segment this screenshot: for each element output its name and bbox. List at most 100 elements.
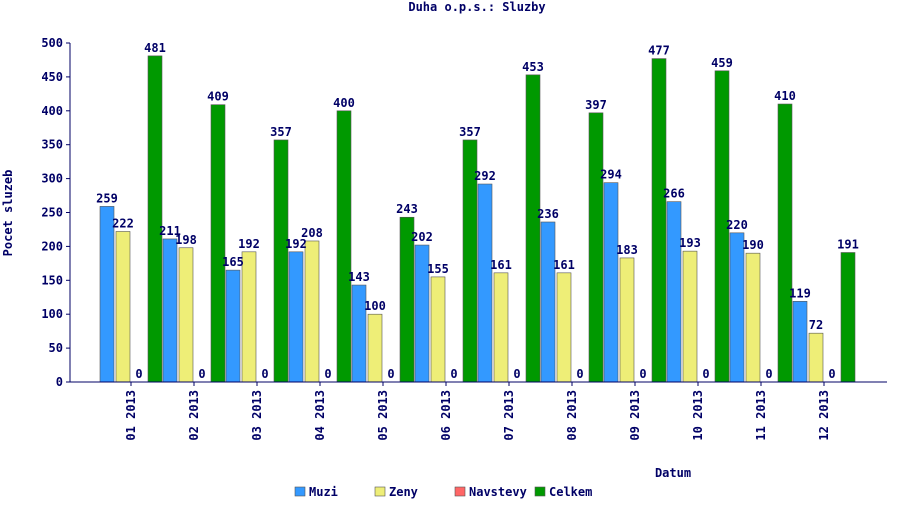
value-label-celkem-11: 410 bbox=[774, 89, 796, 103]
legend-label-navstevy: Navstevy bbox=[469, 485, 527, 499]
legend-label-celkem: Celkem bbox=[549, 485, 592, 499]
x-tick-label: 12 2013 bbox=[817, 390, 831, 441]
y-tick-label: 0 bbox=[56, 375, 63, 389]
value-label-zeny-9: 183 bbox=[616, 243, 638, 257]
value-label-muzi-4: 192 bbox=[285, 237, 307, 251]
x-tick-label: 02 2013 bbox=[187, 390, 201, 441]
value-labels: 2592220481211198040916519203571922080400… bbox=[96, 41, 859, 381]
y-tick-label: 50 bbox=[49, 341, 63, 355]
value-label-navstevy-6: 0 bbox=[450, 367, 457, 381]
y-axis-title: Pocet sluzeb bbox=[1, 170, 15, 257]
legend-swatch-navstevy bbox=[454, 486, 466, 497]
value-label-muzi-2: 211 bbox=[159, 224, 181, 238]
bar-muzi-7 bbox=[477, 183, 493, 383]
bar-celkem-2 bbox=[210, 104, 226, 383]
bar-muzi-3 bbox=[225, 269, 241, 383]
y-tick-label: 300 bbox=[41, 172, 63, 186]
value-label-navstevy-10: 0 bbox=[702, 367, 709, 381]
bar-celkem-9 bbox=[651, 58, 667, 383]
bar-zeny-7 bbox=[493, 272, 509, 383]
value-label-zeny-1: 222 bbox=[112, 216, 134, 230]
value-label-celkem-10: 459 bbox=[711, 56, 733, 70]
legend-label-zeny: Zeny bbox=[389, 485, 418, 499]
value-label-muzi-3: 165 bbox=[222, 255, 244, 269]
x-tick-label: 07 2013 bbox=[502, 390, 516, 441]
x-tick-label: 06 2013 bbox=[439, 390, 453, 441]
legend-swatch-muzi bbox=[294, 486, 306, 497]
value-label-navstevy-8: 0 bbox=[576, 367, 583, 381]
value-label-navstevy-5: 0 bbox=[387, 367, 394, 381]
bar-muzi-11 bbox=[729, 232, 745, 383]
bar-zeny-9 bbox=[619, 257, 635, 383]
y-tick-label: 150 bbox=[41, 273, 63, 287]
value-label-celkem-7: 453 bbox=[522, 60, 544, 74]
bar-zeny-10 bbox=[682, 250, 698, 383]
value-label-zeny-11: 190 bbox=[742, 238, 764, 252]
bar-muzi-4 bbox=[288, 251, 304, 383]
legend-label-muzi: Muzi bbox=[309, 485, 338, 499]
bar-muzi-2 bbox=[162, 238, 178, 383]
value-label-navstevy-2: 0 bbox=[198, 367, 205, 381]
value-label-navstevy-1: 0 bbox=[135, 367, 142, 381]
legend-swatch-zeny bbox=[374, 486, 386, 497]
value-label-muzi-1: 259 bbox=[96, 191, 118, 205]
value-label-muzi-9: 294 bbox=[600, 168, 622, 182]
bar-muzi-10 bbox=[666, 201, 682, 383]
value-label-celkem-3: 357 bbox=[270, 125, 292, 139]
value-label-zeny-7: 161 bbox=[490, 258, 512, 272]
value-label-zeny-12: 72 bbox=[809, 318, 823, 332]
bar-celkem-12 bbox=[840, 252, 856, 383]
x-tick-label: 04 2013 bbox=[313, 390, 327, 441]
x-tick-label: 05 2013 bbox=[376, 390, 390, 441]
bar-zeny-2 bbox=[178, 247, 194, 383]
value-label-muzi-11: 220 bbox=[726, 218, 748, 232]
axes: 0 50 100 150 200 250 300 350 400 450 500 01 2013 02 … bbox=[41, 36, 887, 441]
value-label-zeny-8: 161 bbox=[553, 258, 575, 272]
value-label-navstevy-11: 0 bbox=[765, 367, 772, 381]
bar-muzi-8 bbox=[540, 221, 556, 383]
value-label-navstevy-4: 0 bbox=[324, 367, 331, 381]
value-label-celkem-1: 481 bbox=[144, 41, 166, 55]
bar-zeny-3 bbox=[241, 251, 257, 383]
bar-celkem-8 bbox=[588, 112, 604, 383]
bar-celkem-11 bbox=[777, 103, 793, 383]
legend-swatch-celkem bbox=[534, 486, 546, 497]
bar-zeny-5 bbox=[367, 313, 383, 383]
y-tick-label: 500 bbox=[41, 36, 63, 50]
value-label-celkem-6: 357 bbox=[459, 125, 481, 139]
value-label-muzi-5: 143 bbox=[348, 270, 370, 284]
y-tick-label: 400 bbox=[41, 104, 63, 118]
bar-zeny-4 bbox=[304, 240, 320, 383]
value-label-navstevy-3: 0 bbox=[261, 367, 268, 381]
bar-muzi-1 bbox=[99, 206, 115, 383]
value-label-celkem-2: 409 bbox=[207, 90, 229, 104]
value-label-zeny-3: 192 bbox=[238, 237, 260, 251]
bar-celkem-4 bbox=[336, 110, 352, 383]
bar-celkem-3 bbox=[273, 139, 289, 383]
value-label-zeny-6: 155 bbox=[427, 262, 449, 276]
y-tick-label: 350 bbox=[41, 138, 63, 152]
x-tick-label: 11 2013 bbox=[754, 390, 768, 441]
x-tick-label: 01 2013 bbox=[124, 390, 138, 441]
x-tick-label: 08 2013 bbox=[565, 390, 579, 441]
chart-title: Duha o.p.s.: Sluzby bbox=[408, 0, 545, 14]
value-label-muzi-7: 292 bbox=[474, 169, 496, 183]
value-label-navstevy-9: 0 bbox=[639, 367, 646, 381]
value-label-muzi-10: 266 bbox=[663, 187, 685, 201]
bar-muzi-12 bbox=[792, 301, 808, 383]
value-label-celkem-4: 400 bbox=[333, 96, 355, 110]
bar-zeny-11 bbox=[745, 252, 761, 383]
bar-zeny-6 bbox=[430, 276, 446, 383]
value-label-zeny-2: 198 bbox=[175, 233, 197, 247]
value-label-celkem-12: 191 bbox=[837, 238, 859, 252]
bar-zeny-1 bbox=[115, 231, 131, 383]
value-label-muzi-6: 202 bbox=[411, 230, 433, 244]
x-tick-label: 03 2013 bbox=[250, 390, 264, 441]
value-label-celkem-5: 243 bbox=[396, 202, 418, 216]
value-label-navstevy-12: 0 bbox=[828, 367, 835, 381]
bar-celkem-1 bbox=[147, 55, 163, 383]
x-axis-title: Datum bbox=[655, 466, 691, 480]
x-tick-label: 09 2013 bbox=[628, 390, 642, 441]
value-label-navstevy-7: 0 bbox=[513, 367, 520, 381]
value-label-zeny-5: 100 bbox=[364, 299, 386, 313]
